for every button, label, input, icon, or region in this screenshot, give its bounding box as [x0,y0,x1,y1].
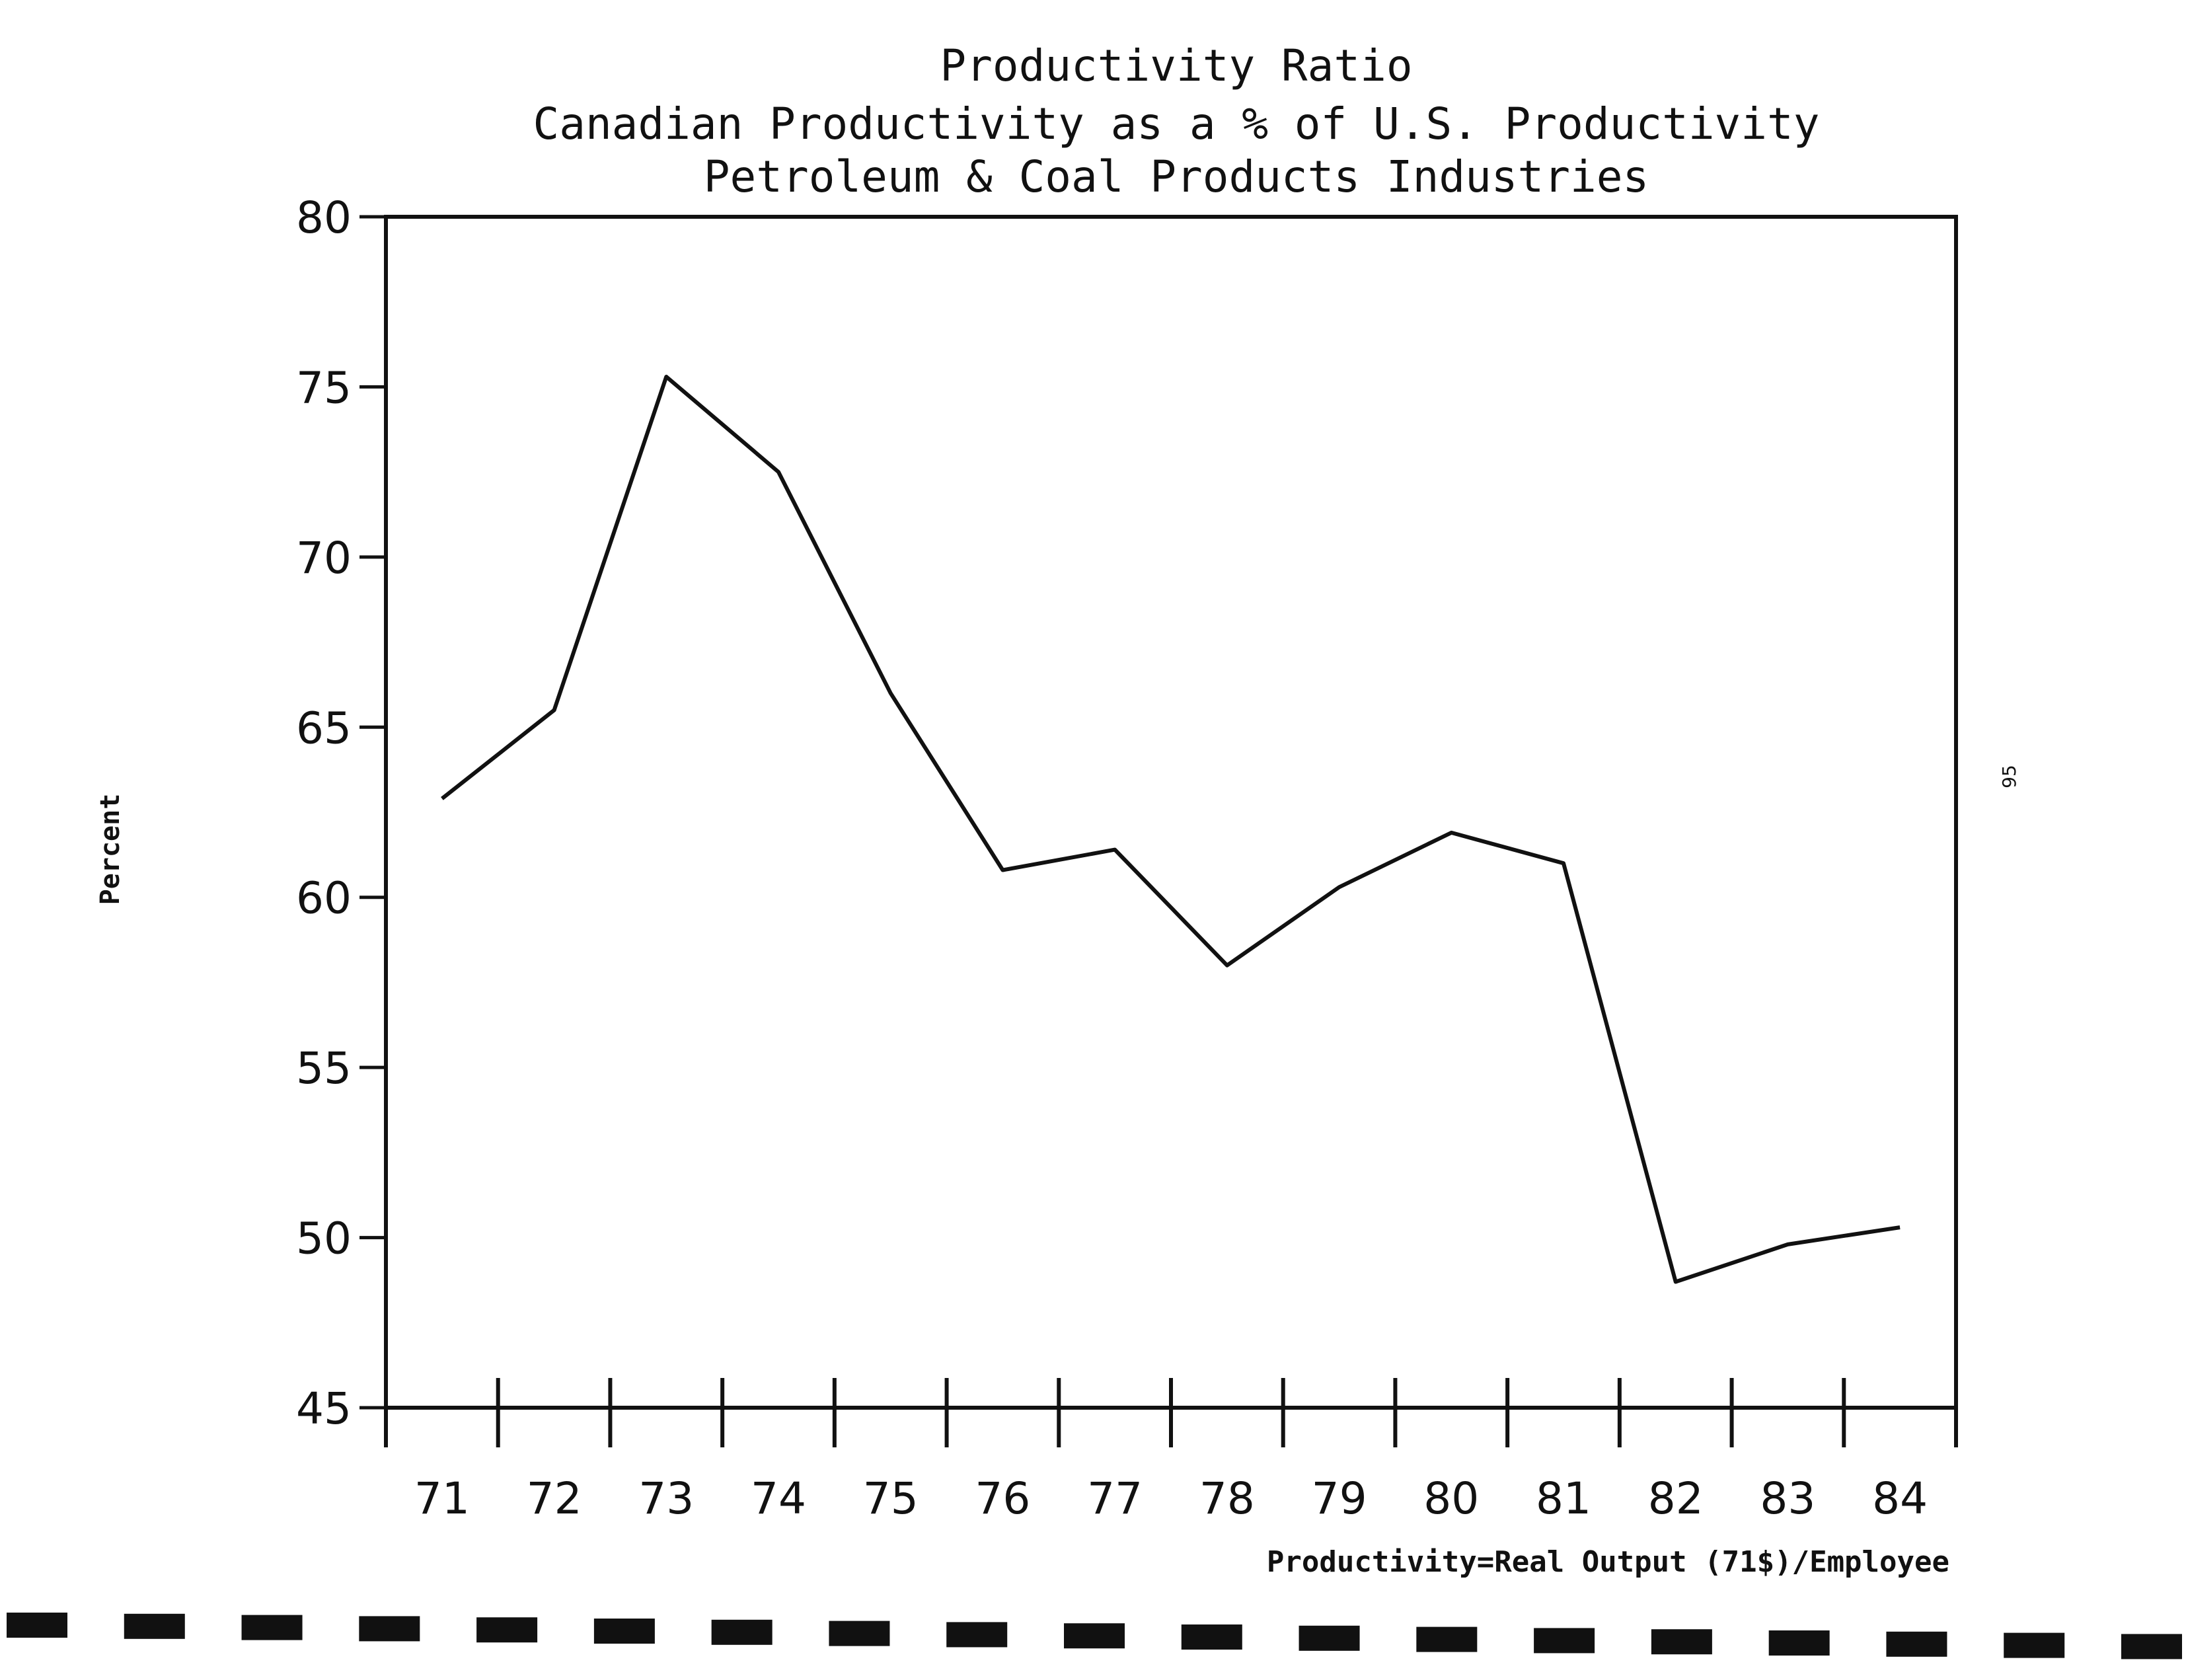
border-dash [1768,1630,1830,1656]
x-tick-label: 81 [1536,1473,1591,1524]
border-dash [2004,1632,2065,1658]
y-axis-ticks: 80 75 70 65 60 55 50 45 [296,192,386,1434]
border-dash [593,1619,655,1644]
footnote: Productivity=Real Output (71$)/Employee [1267,1545,1949,1579]
x-tick-label: 80 [1423,1473,1479,1524]
border-dash [1181,1624,1242,1650]
border-dash [829,1621,890,1646]
y-tick-label: 65 [296,703,352,753]
border-dash [359,1616,420,1642]
x-tick-label: 75 [863,1473,919,1524]
x-tick-label: 74 [751,1473,806,1524]
y-tick-label: 70 [296,533,352,584]
border-dash [1416,1626,1478,1652]
series-line [441,375,1901,1284]
x-tick-label: 72 [527,1473,582,1524]
plot-frame [384,215,1958,1410]
x-tick-label: 71 [414,1473,470,1524]
border-dash [711,1619,773,1645]
chart-subtitle-industry: Petroleum & Coal Products Industries [704,151,1649,202]
x-tick-label: 84 [1872,1473,1928,1524]
chart-subtitle: Canadian Productivity as a % of U.S. Pro… [533,98,1819,149]
x-tick-label: 79 [1312,1473,1367,1524]
y-axis-label: Percent [95,794,126,905]
x-tick-label: 83 [1760,1473,1815,1524]
x-axis-ticks: 71 72 73 74 75 76 77 78 79 80 81 82 83 84 [384,1378,1958,1524]
y-tick-label: 80 [296,192,352,243]
border-dash [1651,1629,1712,1655]
y-tick-label: 50 [296,1213,352,1264]
border-dash [946,1622,1008,1648]
border-dash [476,1617,538,1643]
y-tick-label: 45 [296,1383,352,1434]
border-dash [241,1615,303,1640]
y-tick-label: 75 [296,362,352,413]
border-dash [1886,1631,1947,1657]
border-dash [124,1613,185,1639]
x-tick-label: 76 [975,1473,1030,1524]
y-tick-label: 60 [296,873,352,924]
x-tick-label: 77 [1087,1473,1143,1524]
border-dash [1534,1628,1595,1654]
y-tick-label: 55 [296,1043,352,1094]
bottom-dash-border [7,1613,2182,1660]
chart-title: Productivity Ratio [940,40,1412,91]
x-tick-label: 78 [1199,1473,1255,1524]
border-dash [1299,1625,1360,1651]
x-tick-label: 82 [1648,1473,1704,1524]
border-dash [2121,1634,2182,1660]
border-dash [1064,1623,1125,1649]
border-dash [7,1613,67,1638]
x-tick-label: 73 [638,1473,694,1524]
page-number: 95 [1998,765,2020,788]
